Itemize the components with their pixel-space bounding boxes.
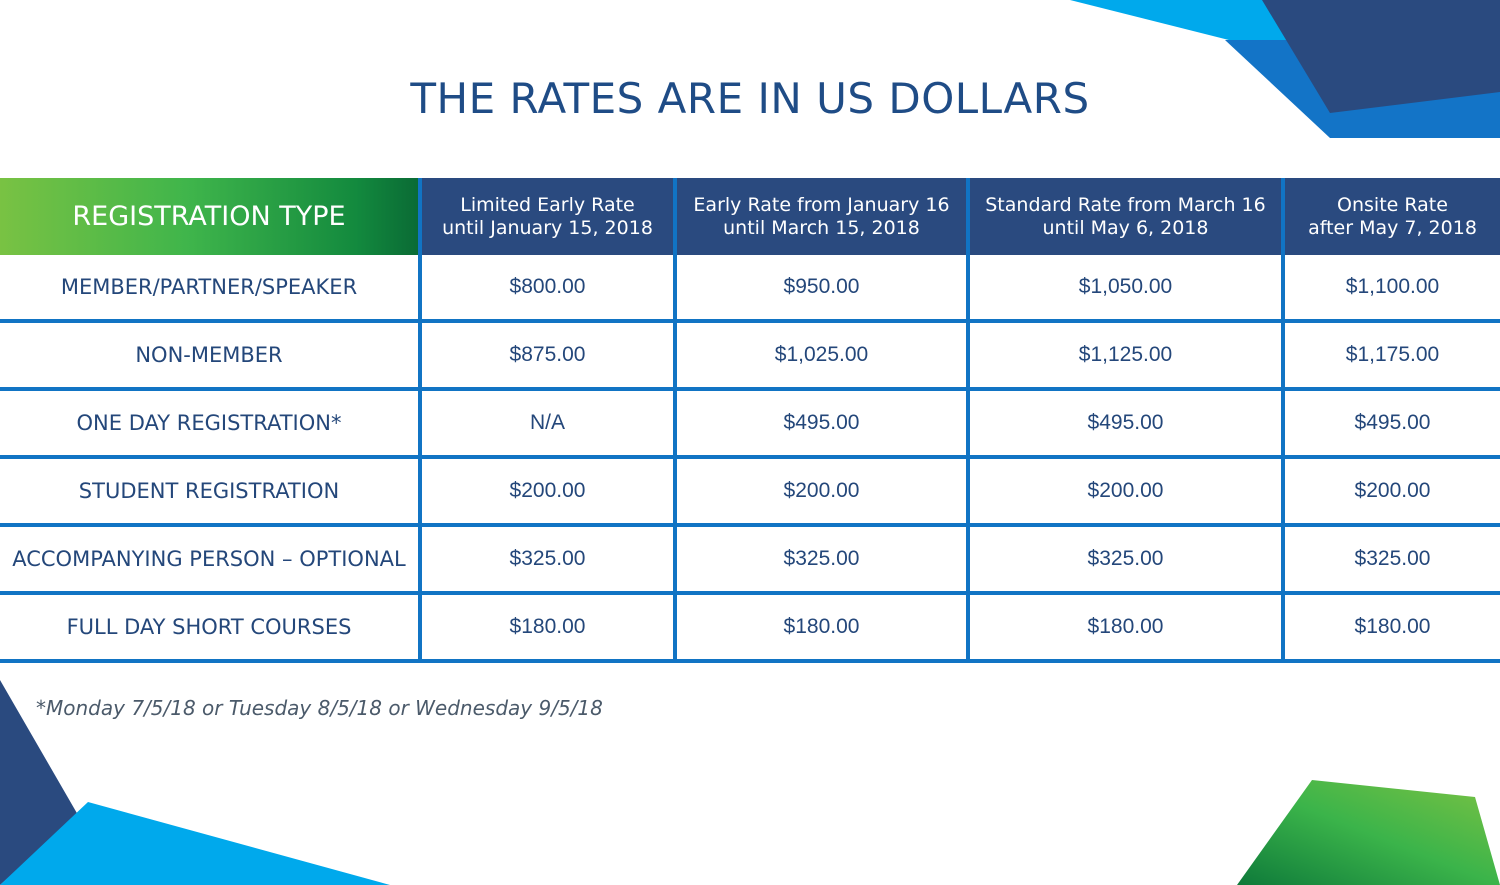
rate-cell: $325.00 bbox=[673, 525, 968, 595]
table-row: ACCOMPANYING PERSON – OPTIONAL $325.00 $… bbox=[0, 525, 1500, 595]
footnote: *Monday 7/5/18 or Tuesday 8/5/18 or Wedn… bbox=[36, 696, 603, 720]
table-row: STUDENT REGISTRATION $200.00 $200.00 $20… bbox=[0, 457, 1500, 527]
rate-cell: $200.00 bbox=[966, 457, 1283, 527]
rate-cell: N/A bbox=[418, 389, 675, 459]
rate-cell: $180.00 bbox=[673, 593, 968, 663]
rate-cell: $325.00 bbox=[418, 525, 675, 595]
page-title: THE RATES ARE IN US DOLLARS bbox=[410, 74, 1090, 123]
rate-cell: $1,100.00 bbox=[1281, 255, 1500, 323]
rate-cell: $180.00 bbox=[418, 593, 675, 663]
registration-type-cell: FULL DAY SHORT COURSES bbox=[0, 593, 420, 663]
registration-type-header: REGISTRATION TYPE bbox=[0, 178, 420, 255]
registration-type-cell: STUDENT REGISTRATION bbox=[0, 457, 420, 527]
column-header: Onsite Rate after May 7, 2018 bbox=[1281, 178, 1500, 255]
rate-cell: $495.00 bbox=[673, 389, 968, 459]
rate-cell: $180.00 bbox=[1281, 593, 1500, 663]
table-row: FULL DAY SHORT COURSES $180.00 $180.00 $… bbox=[0, 593, 1500, 663]
registration-type-cell: NON-MEMBER bbox=[0, 321, 420, 391]
column-header: Standard Rate from March 16 until May 6, … bbox=[966, 178, 1283, 255]
rate-cell: $200.00 bbox=[673, 457, 968, 527]
rates-table: REGISTRATION TYPE Limited Early Rate unti… bbox=[0, 178, 1500, 663]
rate-cell: $1,025.00 bbox=[673, 321, 968, 391]
column-header: Early Rate from January 16 until March 15… bbox=[673, 178, 968, 255]
registration-type-cell: ACCOMPANYING PERSON – OPTIONAL bbox=[0, 525, 420, 595]
rate-cell: $1,050.00 bbox=[966, 255, 1283, 323]
rate-cell: $495.00 bbox=[1281, 389, 1500, 459]
registration-type-cell: MEMBER/PARTNER/SPEAKER bbox=[0, 255, 420, 323]
rate-cell: $875.00 bbox=[418, 321, 675, 391]
table-row: NON-MEMBER $875.00 $1,025.00 $1,125.00 $… bbox=[0, 321, 1500, 391]
registration-type-cell: ONE DAY REGISTRATION* bbox=[0, 389, 420, 459]
top-right-cyan-shape bbox=[1070, 0, 1300, 58]
rate-cell: $800.00 bbox=[418, 255, 675, 323]
rate-cell: $1,175.00 bbox=[1281, 321, 1500, 391]
bottom-right-green-shape bbox=[1237, 780, 1500, 885]
bottom-left-cyan-shape bbox=[0, 802, 390, 885]
column-header: Limited Early Rate until January 15, 2018 bbox=[418, 178, 675, 255]
table-row: ONE DAY REGISTRATION* N/A $495.00 $495.0… bbox=[0, 389, 1500, 459]
rate-cell: $200.00 bbox=[1281, 457, 1500, 527]
rate-cell: $325.00 bbox=[966, 525, 1283, 595]
table-header-row: REGISTRATION TYPE Limited Early Rate unti… bbox=[0, 178, 1500, 255]
rate-cell: $180.00 bbox=[966, 593, 1283, 663]
rate-cell: $1,125.00 bbox=[966, 321, 1283, 391]
rate-cell: $200.00 bbox=[418, 457, 675, 527]
rate-cell: $495.00 bbox=[966, 389, 1283, 459]
table-row: MEMBER/PARTNER/SPEAKER $800.00 $950.00 $… bbox=[0, 255, 1500, 323]
rate-cell: $950.00 bbox=[673, 255, 968, 323]
rate-cell: $325.00 bbox=[1281, 525, 1500, 595]
